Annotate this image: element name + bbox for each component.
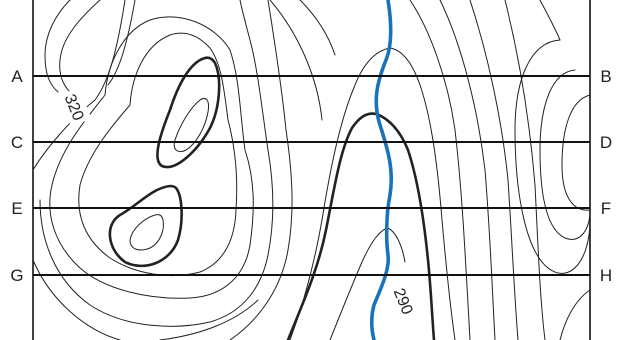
contour-line [409, 0, 471, 340]
contour-line [32, 0, 126, 171]
contour-line [159, 299, 259, 340]
profile-lines [33, 75, 590, 276]
contour-line [44, 0, 71, 93]
contour-line [539, 69, 591, 240]
contour-lines [32, 0, 591, 340]
right-labels: B D F H [600, 67, 612, 285]
contour-line [469, 0, 519, 340]
contour-line [269, 0, 323, 121]
profile-label-left: G [10, 266, 23, 285]
profile-label-right: D [600, 133, 612, 152]
profile-label-left: A [11, 67, 23, 86]
contour-line [559, 289, 591, 340]
contour-line [39, 0, 274, 327]
contour-line [59, 0, 101, 96]
contour-line [32, 259, 121, 340]
contour-line [539, 0, 561, 41]
contour-line [561, 94, 591, 211]
profile-label-right: B [600, 67, 611, 86]
index-contour-lower-hill [108, 184, 183, 268]
contour-line [299, 0, 336, 56]
label-mask [58, 87, 92, 127]
contour-line [107, 0, 136, 86]
contour-line [49, 16, 254, 299]
left-labels: A C E G [10, 67, 23, 285]
profile-label-right: H [600, 266, 612, 285]
contour-line [78, 32, 238, 277]
profile-label-left: C [11, 133, 23, 152]
contour-line [504, 0, 546, 340]
contour-line [329, 227, 406, 340]
river [369, 0, 394, 340]
index-contour-upper-hill [156, 56, 221, 169]
profile-label-left: E [11, 199, 22, 218]
contour-line [129, 214, 164, 251]
contour-line [439, 0, 496, 340]
profile-label-right: F [601, 199, 611, 218]
contour-line [229, 0, 293, 340]
label-mask [387, 280, 421, 322]
contour-line [173, 98, 209, 153]
